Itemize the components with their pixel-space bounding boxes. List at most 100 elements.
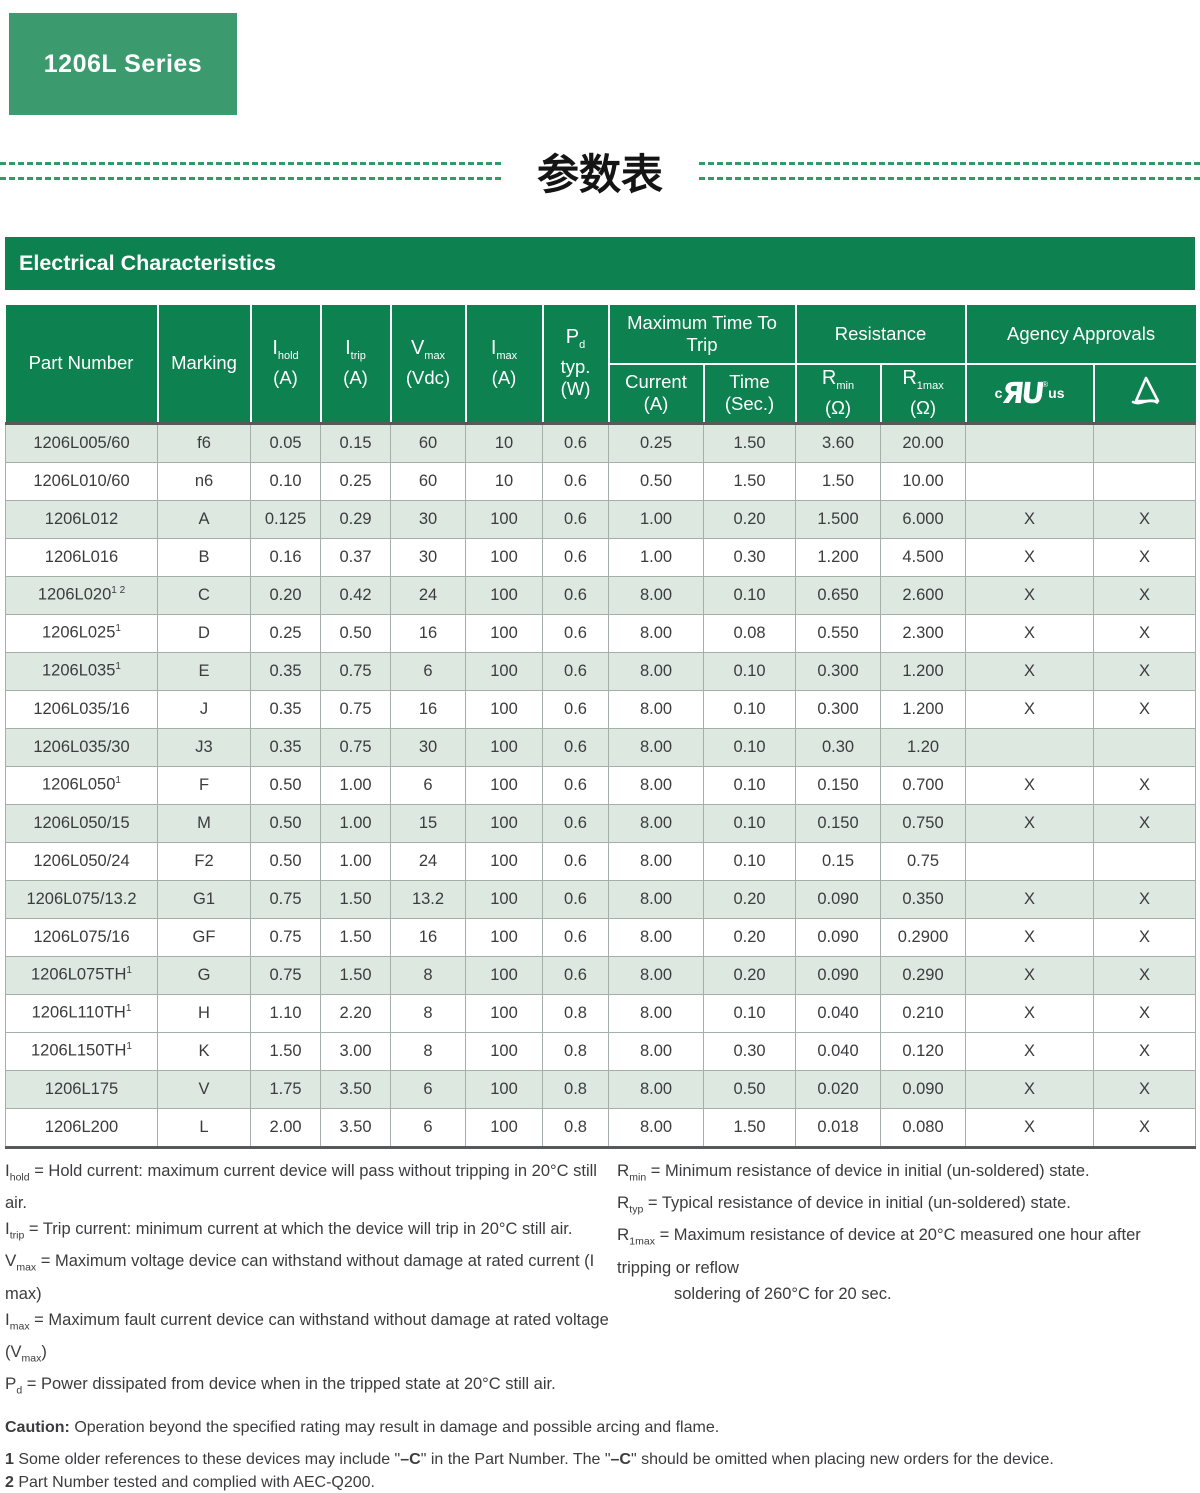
cell: 0.20 <box>702 879 797 919</box>
cell: 3.50 <box>320 1107 391 1149</box>
cell: X <box>965 689 1095 729</box>
ul-recognized-icon: c ЯU ® us <box>994 376 1065 411</box>
col-header-pd: Pd typ. (W) <box>541 305 610 424</box>
cell: 10 <box>465 461 543 501</box>
cell: 100 <box>465 689 543 729</box>
col-header-triangle-approval <box>1092 363 1196 424</box>
cell: A <box>157 499 251 539</box>
col-group-resistance: Resistance <box>794 305 967 365</box>
cell: 100 <box>465 917 543 957</box>
col-header-r1max: R1max (Ω) <box>879 363 967 424</box>
footnote-definitions-right: Rmin = Minimum resistance of device in i… <box>617 1158 1195 1404</box>
footnote-definition: Imax = Maximum fault current device can … <box>5 1309 609 1365</box>
cell: F <box>157 765 251 805</box>
cell: X <box>965 651 1095 691</box>
cell: 0.090 <box>795 917 882 957</box>
cell: 0.020 <box>795 1069 882 1109</box>
cell: 1.200 <box>880 651 967 691</box>
cell: 0.50 <box>250 841 321 881</box>
part-number-cell: 1206L012 <box>5 499 158 539</box>
footnote-definition: Itrip = Trip current: minimum current at… <box>5 1218 573 1242</box>
cell: 3.00 <box>320 1031 391 1071</box>
cell: 0.6 <box>542 461 609 501</box>
cell: 0.350 <box>880 879 967 919</box>
cell: V <box>157 1069 251 1109</box>
cell: 0.150 <box>795 803 882 843</box>
cell: 1.50 <box>320 879 391 919</box>
cell: 0.35 <box>250 651 321 691</box>
part-number-cell: 1206L175 <box>5 1069 158 1109</box>
cell: 1.200 <box>880 689 967 729</box>
cell: GF <box>157 917 251 957</box>
cell: 0.20 <box>702 917 797 957</box>
cell: 16 <box>390 917 466 957</box>
cell: X <box>1093 917 1197 957</box>
cell: 0.75 <box>250 879 321 919</box>
cell: 100 <box>465 879 543 919</box>
part-number-cell: 1206L050/24 <box>5 841 158 881</box>
cell: 1.50 <box>250 1031 321 1071</box>
cell: 100 <box>465 613 543 653</box>
cell: 0.50 <box>608 461 704 501</box>
cell: 0.35 <box>250 689 321 729</box>
cell: X <box>1093 1031 1197 1071</box>
cell: 0.018 <box>795 1107 882 1149</box>
cell: 0.550 <box>795 613 882 653</box>
cell: 0.120 <box>880 1031 967 1071</box>
cell: 8.00 <box>608 651 704 691</box>
cell: X <box>965 575 1095 615</box>
cell: X <box>1093 765 1197 805</box>
part-number-cell: 1206L0501 <box>5 765 158 805</box>
table-row: 1206L0251 D 0.25 0.50 16 100 0.6 8.00 0.08 0.550 2… <box>5 613 1197 653</box>
part-number-cell: 1206L050/15 <box>5 803 158 843</box>
col-header-trip-time: Time (Sec.) <box>702 363 797 424</box>
cell <box>965 841 1095 881</box>
cell: 60 <box>390 461 466 501</box>
cell: 0.6 <box>542 879 609 919</box>
cell: G <box>157 955 251 995</box>
cell: 0.300 <box>795 651 882 691</box>
cell: 0.30 <box>795 727 882 767</box>
cell: 0.6 <box>542 613 609 653</box>
caution-note: Caution: Operation beyond the specified … <box>5 1419 1195 1437</box>
cell: 6 <box>390 1107 466 1149</box>
part-number-cell: 1206L0251 <box>5 613 158 653</box>
part-number-cell: 1206L010/60 <box>5 461 158 501</box>
footnote-2: 2 Part Number tested and complied with A… <box>5 1473 375 1491</box>
cell: 8.00 <box>608 993 704 1033</box>
cell: 100 <box>465 803 543 843</box>
part-number-cell: 1206L0351 <box>5 651 158 691</box>
cell: 0.8 <box>542 1069 609 1109</box>
cell: 8.00 <box>608 727 704 767</box>
cell: 0.25 <box>250 613 321 653</box>
cell: 100 <box>465 993 543 1033</box>
cell: 0.125 <box>250 499 321 539</box>
cell: 8.00 <box>608 955 704 995</box>
cell: 0.6 <box>542 803 609 843</box>
cell: M <box>157 803 251 843</box>
cell: 0.75 <box>880 841 967 881</box>
triangle-cert-icon <box>1131 376 1160 405</box>
col-header-part-number: Part Number <box>5 305 159 424</box>
cell: X <box>1093 613 1197 653</box>
cell: L <box>157 1107 251 1149</box>
cell: 1.20 <box>880 727 967 767</box>
cell: 0.35 <box>250 727 321 767</box>
cell: 8.00 <box>608 1031 704 1071</box>
cell: 100 <box>465 1069 543 1109</box>
cell: 8 <box>390 955 466 995</box>
cell: 0.6 <box>542 499 609 539</box>
cell: 0.040 <box>795 993 882 1033</box>
part-number-cell: 1206L075TH1 <box>5 955 158 995</box>
cell: 8.00 <box>608 575 704 615</box>
cell: 0.15 <box>795 841 882 881</box>
col-header-vmax: Vmax (Vdc) <box>389 305 467 424</box>
cell: J3 <box>157 727 251 767</box>
cell: 8.00 <box>608 765 704 805</box>
cell: 0.20 <box>250 575 321 615</box>
part-number-cell: 1206L075/13.2 <box>5 879 158 919</box>
table-row: 1206L012 A 0.125 0.29 30 100 0.6 1.00 0.20 1.500 6… <box>5 499 1197 539</box>
cell: 0.090 <box>795 955 882 995</box>
table-row: 1206L150TH1 K 1.50 3.00 8 100 0.8 8.00 0.30 0.040… <box>5 1031 1197 1071</box>
col-group-max-time-to-trip: Maximum Time To Trip <box>607 305 797 365</box>
